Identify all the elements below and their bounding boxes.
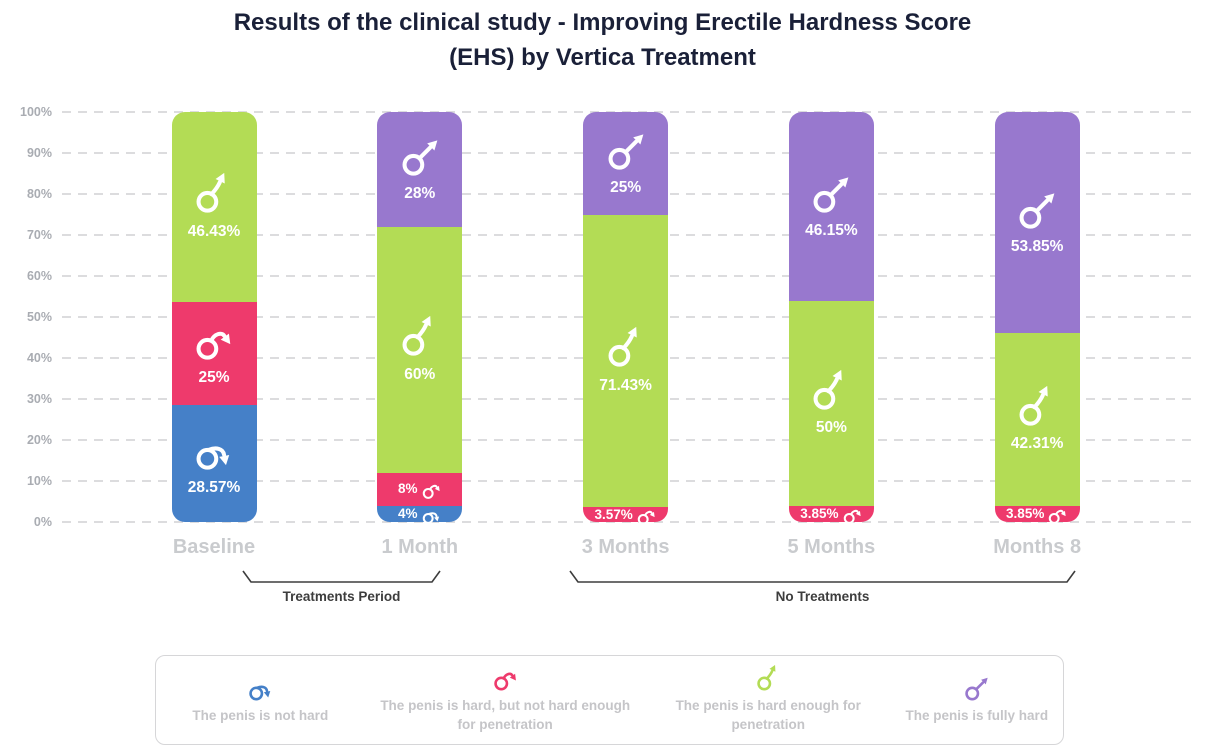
legend-label: The penis is hard, but not hard enough f… — [380, 698, 631, 733]
hard-not-enough-icon — [422, 484, 440, 499]
segment-months-8-hard-not-enough: 3.85% — [994, 506, 1080, 524]
legend-item-hard-not-enough: The penis is hard, but not hard enough f… — [365, 665, 646, 735]
segment-3-months-hard-enough: 71.43% — [583, 214, 669, 508]
y-tick-label: 70% — [26, 228, 52, 242]
fully-hard-icon — [965, 677, 988, 701]
x-axis-label-3-months: 3 Months — [581, 536, 670, 558]
hard-enough-icon — [1019, 385, 1048, 426]
segment-5-months-hard-not-enough: 3.85% — [788, 506, 874, 524]
segment-value-label: 28% — [404, 185, 436, 203]
not-hard-icon — [249, 685, 271, 701]
y-tick-label: 100% — [20, 105, 52, 119]
hard-not-enough-icon — [493, 672, 516, 691]
y-tick-label: 60% — [26, 269, 52, 283]
segment-baseline-hard-not-enough: 25% — [171, 302, 257, 405]
segment-value-label: 4% — [398, 506, 418, 522]
segment-baseline-not-hard: 28.57% — [171, 404, 257, 522]
segment-1-month-hard-not-enough: 8% — [377, 472, 463, 506]
segment-1-month-fully-hard: 28% — [377, 112, 463, 227]
segment-value-label: 53.85% — [1010, 238, 1064, 256]
segment-5-months-hard-enough: 50% — [788, 301, 874, 507]
hard-not-enough-icon — [843, 509, 861, 524]
gridline — [62, 521, 1194, 523]
segment-value-label: 3.85% — [800, 506, 839, 522]
bar-baseline: 28.57% 25% 46.43% — [171, 112, 257, 522]
hard-not-enough-icon — [637, 510, 655, 525]
hard-enough-icon — [756, 665, 776, 691]
fully-hard-icon — [402, 140, 438, 176]
y-tick-label: 50% — [26, 310, 52, 324]
y-tick-label: 30% — [26, 392, 52, 406]
bar-5-months: 3.85% 50% 46.15% — [788, 112, 874, 524]
y-tick-label: 80% — [26, 187, 52, 201]
bracket-label-treatments-period: Treatments Period — [282, 589, 401, 604]
legend-item-fully-hard: The penis is fully hard — [891, 675, 1063, 726]
y-tick-label: 90% — [26, 146, 52, 160]
fully-hard-icon — [813, 177, 849, 213]
fully-hard-icon — [1019, 192, 1055, 229]
segment-value-label: 25% — [198, 369, 230, 387]
legend-label: The penis is fully hard — [905, 707, 1049, 723]
bar-1-month: 4% 8% 60% 28% — [377, 112, 463, 524]
hard-not-enough-icon — [196, 331, 231, 360]
x-axis-label-1-month: 1 Month — [381, 536, 459, 558]
hard-enough-icon — [608, 327, 637, 367]
chart-title-line-1: Results of the clinical study - Improvin… — [233, 9, 972, 36]
y-tick-label: 40% — [26, 351, 52, 365]
fully-hard-icon — [608, 133, 643, 170]
bar-3-months: 3.57% 71.43% 25% — [583, 112, 669, 525]
x-axis-label-months-8: Months 8 — [993, 536, 1082, 558]
y-tick-label: 20% — [26, 433, 52, 447]
segment-months-8-fully-hard: 53.85% — [994, 111, 1080, 333]
segment-baseline-hard-enough: 46.43% — [171, 112, 257, 303]
segment-value-label: 25% — [610, 179, 642, 196]
hard-not-enough-icon — [1049, 509, 1066, 524]
y-axis: 100% 90% 80% 70% 60% 50% 40% 30% 20% 10% 0% — [0, 105, 52, 529]
segment-months-8-hard-enough: 42.31% — [994, 332, 1080, 507]
segment-1-month-not-hard: 4% — [377, 505, 463, 524]
hard-enough-icon — [196, 173, 225, 214]
hard-enough-icon — [402, 316, 431, 356]
segment-value-label: 60% — [404, 365, 436, 383]
segment-value-label: 28.57% — [187, 479, 241, 497]
x-axis-label-baseline: Baseline — [172, 536, 256, 558]
segment-3-months-fully-hard: 25% — [583, 112, 669, 215]
segment-value-label: 71.43% — [599, 376, 652, 394]
hard-enough-icon — [813, 369, 843, 410]
not-hard-icon — [422, 511, 439, 524]
segment-value-label: 46.15% — [805, 222, 858, 240]
chart-title: Results of the clinical study - Improvin… — [0, 6, 1205, 76]
legend-item-hard-enough: The penis is hard enough for penetration — [646, 665, 891, 735]
chart-title-line-2: (EHS) by Vertica Treatment — [449, 43, 756, 71]
plot-area: 28.57% 25% 46.43% 4% 8% 60% 28% 3.57% 71.43% 25% 3… — [62, 111, 1194, 525]
segment-value-label: 8% — [398, 481, 418, 497]
segment-value-label: 50% — [815, 419, 847, 437]
legend-label: The penis is not hard — [192, 707, 329, 723]
not-hard-icon — [196, 446, 230, 470]
bracket-line — [242, 570, 441, 583]
segment-value-label: 3.57% — [594, 506, 633, 522]
segment-value-label: 46.43% — [187, 222, 241, 240]
legend: The penis is not hard The penis is hard, … — [155, 655, 1064, 745]
segment-1-month-hard-enough: 60% — [377, 226, 463, 473]
bar-months-8: 3.85% 42.31% 53.85% — [994, 111, 1080, 524]
legend-item-not-hard: The penis is not hard — [156, 675, 365, 726]
bracket-line — [569, 570, 1076, 583]
bracket-label-no-treatments: No Treatments — [775, 589, 870, 604]
segment-3-months-hard-not-enough: 3.57% — [583, 506, 669, 525]
segment-value-label: 42.31% — [1010, 435, 1064, 453]
segment-5-months-fully-hard: 46.15% — [788, 112, 874, 302]
y-tick-label: 0% — [33, 515, 52, 529]
legend-label: The penis is hard enough for penetration — [675, 698, 861, 733]
x-axis-label-5-months: 5 Months — [787, 536, 876, 558]
segment-value-label: 3.85% — [1006, 506, 1045, 522]
y-tick-label: 10% — [26, 474, 52, 488]
